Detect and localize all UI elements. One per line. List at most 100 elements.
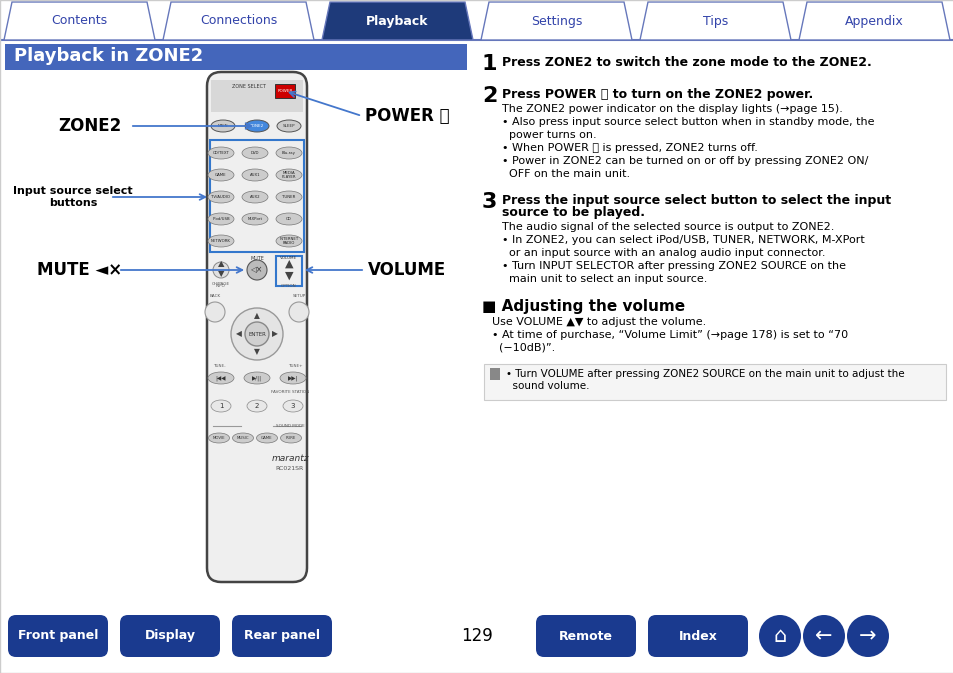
Ellipse shape — [275, 169, 302, 181]
Ellipse shape — [233, 433, 253, 443]
Ellipse shape — [209, 433, 230, 443]
Text: ▶▶|: ▶▶| — [288, 376, 298, 381]
Text: MUTE: MUTE — [250, 256, 264, 261]
Text: 1: 1 — [218, 403, 223, 409]
Text: 129: 129 — [460, 627, 493, 645]
Text: ←: ← — [815, 626, 832, 646]
Text: The ZONE2 power indicator on the display lights (→page 15).: The ZONE2 power indicator on the display… — [501, 104, 842, 114]
Text: Press ZONE2 to switch the zone mode to the ZONE2.: Press ZONE2 to switch the zone mode to t… — [501, 56, 871, 69]
Text: PURE: PURE — [286, 436, 295, 440]
Text: Playback in ZONE2: Playback in ZONE2 — [14, 47, 203, 65]
Polygon shape — [4, 2, 154, 40]
Text: POWER ⏻: POWER ⏻ — [365, 107, 449, 125]
Text: AUX2: AUX2 — [250, 195, 260, 199]
Bar — [490, 368, 499, 380]
Bar — [275, 256, 302, 286]
Text: Use VOLUME ▲▼ to adjust the volume.: Use VOLUME ▲▼ to adjust the volume. — [492, 317, 705, 327]
Ellipse shape — [275, 191, 302, 203]
Text: Index: Index — [678, 629, 717, 643]
Ellipse shape — [244, 372, 270, 384]
Ellipse shape — [256, 433, 277, 443]
FancyBboxPatch shape — [120, 615, 220, 657]
Text: • In ZONE2, you can select iPod/USB, TUNER, NETWORK, M-XPort: • In ZONE2, you can select iPod/USB, TUN… — [501, 235, 863, 245]
Text: |◀◀: |◀◀ — [215, 376, 226, 381]
Text: M-XPort: M-XPort — [247, 217, 262, 221]
Circle shape — [247, 260, 267, 280]
Text: SLEEP: SLEEP — [282, 124, 295, 128]
Text: GAME: GAME — [215, 173, 227, 177]
Text: NETWORK: NETWORK — [211, 239, 231, 243]
Text: GAME: GAME — [261, 436, 273, 440]
Text: • Power in ZONE2 can be turned on or off by pressing ZONE2 ON/: • Power in ZONE2 can be turned on or off… — [501, 156, 867, 166]
Bar — [211, 80, 303, 112]
Text: Press POWER ⏻ to turn on the ZONE2 power.: Press POWER ⏻ to turn on the ZONE2 power… — [501, 88, 812, 101]
Ellipse shape — [208, 169, 233, 181]
FancyBboxPatch shape — [207, 72, 307, 582]
Text: ▼: ▼ — [217, 269, 224, 279]
Ellipse shape — [275, 235, 302, 247]
Text: →: → — [859, 626, 876, 646]
Bar — [483, 364, 945, 400]
Bar — [274, 84, 294, 98]
Text: Rear panel: Rear panel — [244, 629, 319, 643]
Text: MUTE ◄×: MUTE ◄× — [37, 261, 122, 279]
Text: FAVORITE STATION: FAVORITE STATION — [271, 390, 309, 394]
Text: MAIN: MAIN — [217, 124, 228, 128]
Text: The audio signal of the selected source is output to ZONE2.: The audio signal of the selected source … — [501, 222, 834, 232]
Text: • Also press input source select button when in standby mode, the: • Also press input source select button … — [501, 117, 874, 127]
Text: Input source select
buttons: Input source select buttons — [13, 186, 132, 208]
Ellipse shape — [242, 169, 268, 181]
Text: ◁×: ◁× — [251, 266, 263, 275]
Text: Remote: Remote — [558, 629, 613, 643]
Text: CD: CD — [286, 217, 292, 221]
Text: VOLUME: VOLUME — [280, 256, 297, 260]
Text: source to be played.: source to be played. — [501, 206, 644, 219]
Text: ▲: ▲ — [284, 259, 293, 269]
Text: OPTION: OPTION — [281, 284, 296, 288]
Text: ENTER: ENTER — [248, 332, 266, 336]
Text: CD/TEXT: CD/TEXT — [213, 151, 229, 155]
Text: MOVIE: MOVIE — [213, 436, 225, 440]
Text: MEDIA
PLAYER: MEDIA PLAYER — [281, 171, 296, 179]
Text: AUX1: AUX1 — [250, 173, 260, 177]
Text: ◀: ◀ — [235, 330, 242, 339]
Text: 1: 1 — [481, 54, 497, 74]
Text: marantz: marantz — [271, 454, 309, 463]
Circle shape — [205, 302, 225, 322]
Ellipse shape — [280, 372, 306, 384]
Text: Appendix: Appendix — [844, 15, 902, 28]
Text: BACK: BACK — [210, 294, 220, 298]
Text: Playback: Playback — [366, 15, 428, 28]
Text: OFF on the main unit.: OFF on the main unit. — [501, 169, 630, 179]
Text: VOLUME: VOLUME — [368, 261, 446, 279]
Text: • When POWER ⏻ is pressed, ZONE2 turns off.: • When POWER ⏻ is pressed, ZONE2 turns o… — [501, 143, 757, 153]
FancyBboxPatch shape — [8, 615, 108, 657]
Circle shape — [802, 615, 844, 657]
Polygon shape — [799, 2, 949, 40]
Text: Tips: Tips — [702, 15, 727, 28]
Bar — [5, 44, 467, 70]
Ellipse shape — [208, 147, 233, 159]
Text: ▲: ▲ — [253, 312, 259, 320]
Text: SOUND MODE: SOUND MODE — [275, 424, 304, 428]
Text: Display: Display — [144, 629, 195, 643]
Circle shape — [759, 615, 801, 657]
Text: INTERNET
RADIO: INTERNET RADIO — [279, 237, 298, 245]
Polygon shape — [322, 2, 473, 40]
Ellipse shape — [211, 400, 231, 412]
Ellipse shape — [208, 191, 233, 203]
Text: ▶/||: ▶/|| — [252, 376, 262, 381]
Circle shape — [846, 615, 888, 657]
Text: INFO: INFO — [216, 284, 226, 288]
Text: • Turn VOLUME after pressing ZONE2 SOURCE on the main unit to adjust the: • Turn VOLUME after pressing ZONE2 SOURC… — [505, 369, 903, 379]
Ellipse shape — [280, 433, 301, 443]
FancyBboxPatch shape — [647, 615, 747, 657]
Text: TV/AUDIO: TV/AUDIO — [212, 195, 231, 199]
FancyBboxPatch shape — [232, 615, 332, 657]
Text: ■ Adjusting the volume: ■ Adjusting the volume — [481, 299, 684, 314]
Ellipse shape — [245, 120, 269, 132]
Text: • Turn INPUT SELECTOR after pressing ZONE2 SOURCE on the: • Turn INPUT SELECTOR after pressing ZON… — [501, 261, 845, 271]
Text: ZONE SELECT: ZONE SELECT — [232, 84, 266, 89]
Text: Connections: Connections — [200, 15, 276, 28]
Text: 3: 3 — [481, 192, 497, 212]
